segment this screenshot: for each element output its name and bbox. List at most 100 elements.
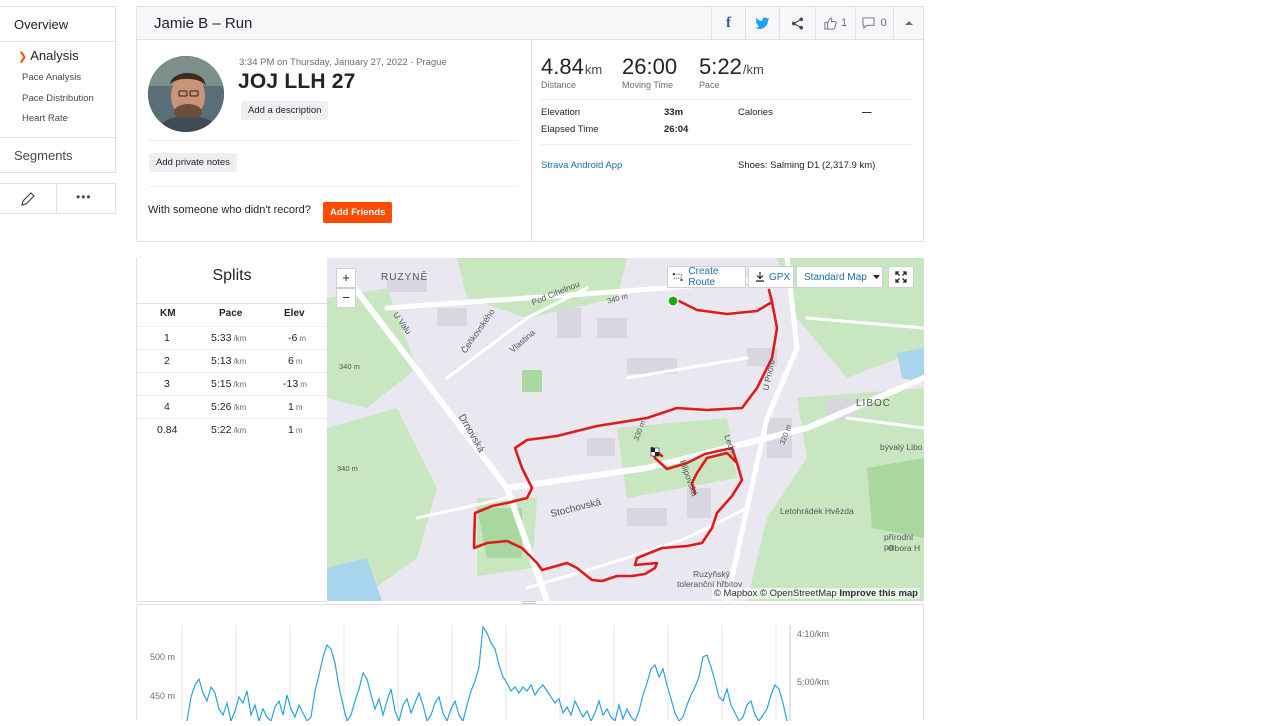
comments-count: 0: [880, 17, 887, 29]
nav-overview[interactable]: Overview: [0, 6, 116, 42]
nav-segments[interactable]: Segments: [0, 137, 116, 173]
header-actions: f 1 0: [711, 7, 923, 39]
more-options-icon[interactable]: •••: [76, 190, 92, 204]
gpx-label: GPX: [769, 271, 791, 283]
split-pace: 5:15/km: [211, 378, 246, 390]
pace-label: Pace: [699, 80, 720, 90]
split-elev-value: 1: [288, 401, 294, 413]
edit-pencil-icon[interactable]: [18, 190, 38, 208]
split-pace-unit: /km: [233, 334, 247, 343]
stat-pace: 5:22/km Pace: [699, 54, 764, 90]
stats-divider-2: [541, 144, 913, 145]
fullscreen-button[interactable]: [888, 266, 914, 288]
comments-button[interactable]: 0: [855, 7, 893, 39]
chevron-right-icon: ❯: [18, 51, 28, 63]
pace-value: 5:22: [699, 54, 742, 79]
friends-prompt: With someone who didn't record?: [148, 204, 311, 216]
resize-handle[interactable]: [522, 601, 536, 605]
map-attribution-text: © Mapbox © OpenStreetMap: [713, 588, 837, 599]
download-icon: [756, 272, 764, 282]
distance-value: 4.84: [541, 54, 584, 79]
map-type-select[interactable]: Standard Map: [796, 266, 883, 288]
elapsed-time-value: 26:04: [664, 124, 689, 135]
nav-heart-rate[interactable]: Heart Rate: [22, 113, 68, 124]
split-elev: -13 m: [283, 378, 307, 390]
gpx-download-button[interactable]: GPX: [748, 266, 794, 288]
caret-up-icon: [904, 21, 913, 25]
activity-title: JOJ LLH 27: [238, 70, 356, 93]
chart-canvas: 500 m 450 m 4:10/km 5:00/km: [150, 625, 829, 724]
device-link[interactable]: Strava Android App: [541, 160, 623, 171]
nav-analysis[interactable]: ❯ Analysis: [18, 48, 79, 63]
facebook-icon: f: [726, 14, 731, 31]
create-route-button[interactable]: Create Route: [667, 266, 746, 288]
thumbs-up-icon: [824, 16, 837, 30]
split-pace-unit: /km: [233, 380, 247, 389]
map-elev-340b: 340 m: [339, 362, 360, 371]
summary-column-divider: [531, 40, 532, 241]
collapse-button[interactable]: [893, 7, 923, 39]
summary-divider-2: [148, 186, 518, 187]
route-icon: [672, 272, 683, 282]
map-attribution: © Mapbox © OpenStreetMap Improve this ma…: [711, 588, 920, 599]
map-label-prirodni: přírodní pa: [884, 532, 914, 552]
share-icon: [791, 16, 804, 30]
splits-header-pace: Pace: [219, 308, 243, 319]
map-label-byvaly: bývalý Libo: [880, 442, 923, 452]
twitter-share-button[interactable]: [745, 7, 779, 39]
add-private-notes-button[interactable]: Add private notes: [149, 153, 237, 172]
add-description-button[interactable]: Add a description: [241, 101, 329, 120]
activity-datetime: 3:34 PM on Thursday, January 27, 2022 · …: [239, 57, 447, 68]
caret-down-icon: [872, 274, 880, 279]
split-km: 4: [164, 401, 170, 413]
shoes-info: Shoes: Salming D1 (2,317.9 km): [738, 160, 876, 171]
split-pace: 5:13/km: [211, 355, 246, 367]
table-row: 0.84 5:22/km 1 m: [137, 418, 327, 441]
nav-analysis-label: Analysis: [30, 48, 79, 63]
map-canvas: [327, 258, 924, 601]
split-elev-unit: m: [299, 334, 307, 343]
map-label-ruzyne: RUZYNĚ: [381, 272, 429, 283]
map-label-tolerancni: toleranční hřbitov: [677, 579, 743, 589]
split-km: 0.84: [157, 424, 178, 436]
elevation-label: Elevation: [541, 107, 581, 118]
split-elev-value: 1: [288, 424, 294, 436]
stats-divider: [541, 99, 913, 100]
y-left-tick-500: 500 m: [150, 652, 175, 662]
split-pace-value: 5:33: [211, 332, 232, 344]
activity-sidenav: Overview ❯ Analysis Pace Analysis Pace Di…: [0, 0, 116, 214]
improve-map-link[interactable]: Improve this map: [839, 588, 918, 599]
split-elev-value: 6: [288, 355, 294, 367]
tools-divider: [56, 184, 57, 214]
facebook-share-button[interactable]: f: [711, 7, 745, 39]
share-button[interactable]: [779, 7, 815, 39]
split-pace-unit: /km: [233, 403, 247, 412]
finish-flag-icon: [650, 447, 660, 457]
route-map[interactable]: RUZYNĚ Pod Cihelnou U Valu Čeňkovského V…: [327, 258, 924, 601]
create-route-label: Create Route: [688, 266, 719, 288]
nav-pace-analysis[interactable]: Pace Analysis: [22, 72, 82, 83]
split-elev: -6 m: [288, 332, 306, 344]
split-pace-value: 5:26: [211, 401, 232, 413]
add-friends-button[interactable]: Add Friends: [323, 202, 393, 223]
avatar[interactable]: [148, 56, 224, 132]
elevation-value: 33m: [664, 107, 684, 118]
zoom-in-button[interactable]: +: [336, 268, 356, 288]
map-type-label: Standard Map: [804, 271, 867, 283]
nav-pace-distribution[interactable]: Pace Distribution: [22, 93, 94, 104]
zoom-out-button[interactable]: −: [336, 288, 356, 308]
start-marker: [667, 295, 679, 307]
split-pace-unit: /km: [233, 357, 247, 366]
y-right-tick-410: 4:10/km: [797, 629, 829, 639]
split-pace: 5:22/km: [211, 424, 246, 436]
kudos-count: 1: [840, 17, 848, 29]
split-elev-unit: m: [300, 380, 307, 389]
split-pace-value: 5:22: [211, 424, 232, 436]
distance-label: Distance: [541, 80, 577, 90]
nav-analysis-section: ❯ Analysis Pace Analysis Pace Distributio…: [0, 43, 116, 137]
kudos-button[interactable]: 1: [815, 7, 855, 39]
split-elev-unit: m: [295, 426, 303, 435]
